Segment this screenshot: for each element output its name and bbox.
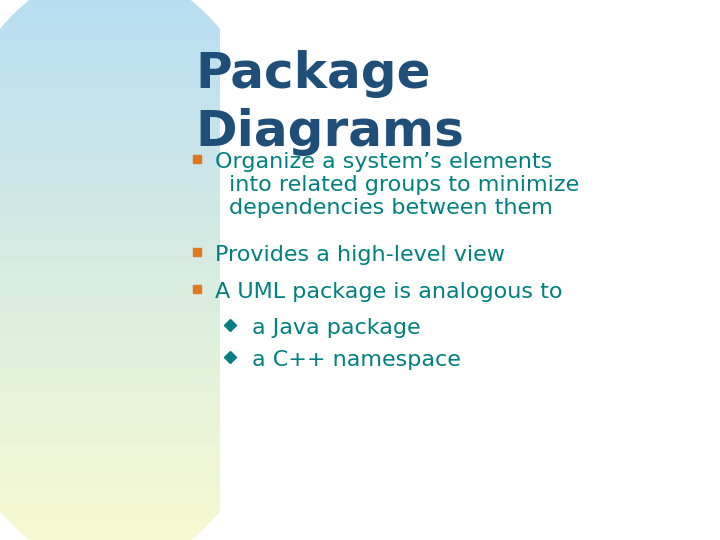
- Text: Provides a high-level view: Provides a high-level view: [215, 245, 505, 265]
- Text: Diagrams: Diagrams: [195, 108, 464, 156]
- Text: into related groups to minimize: into related groups to minimize: [229, 175, 580, 195]
- Text: Package: Package: [195, 50, 431, 98]
- Text: A UML package is analogous to: A UML package is analogous to: [215, 282, 562, 302]
- Text: Organize a system’s elements: Organize a system’s elements: [215, 152, 552, 172]
- Text: a C++ namespace: a C++ namespace: [252, 350, 461, 370]
- Text: a Java package: a Java package: [252, 318, 420, 338]
- Text: dependencies between them: dependencies between them: [229, 198, 553, 218]
